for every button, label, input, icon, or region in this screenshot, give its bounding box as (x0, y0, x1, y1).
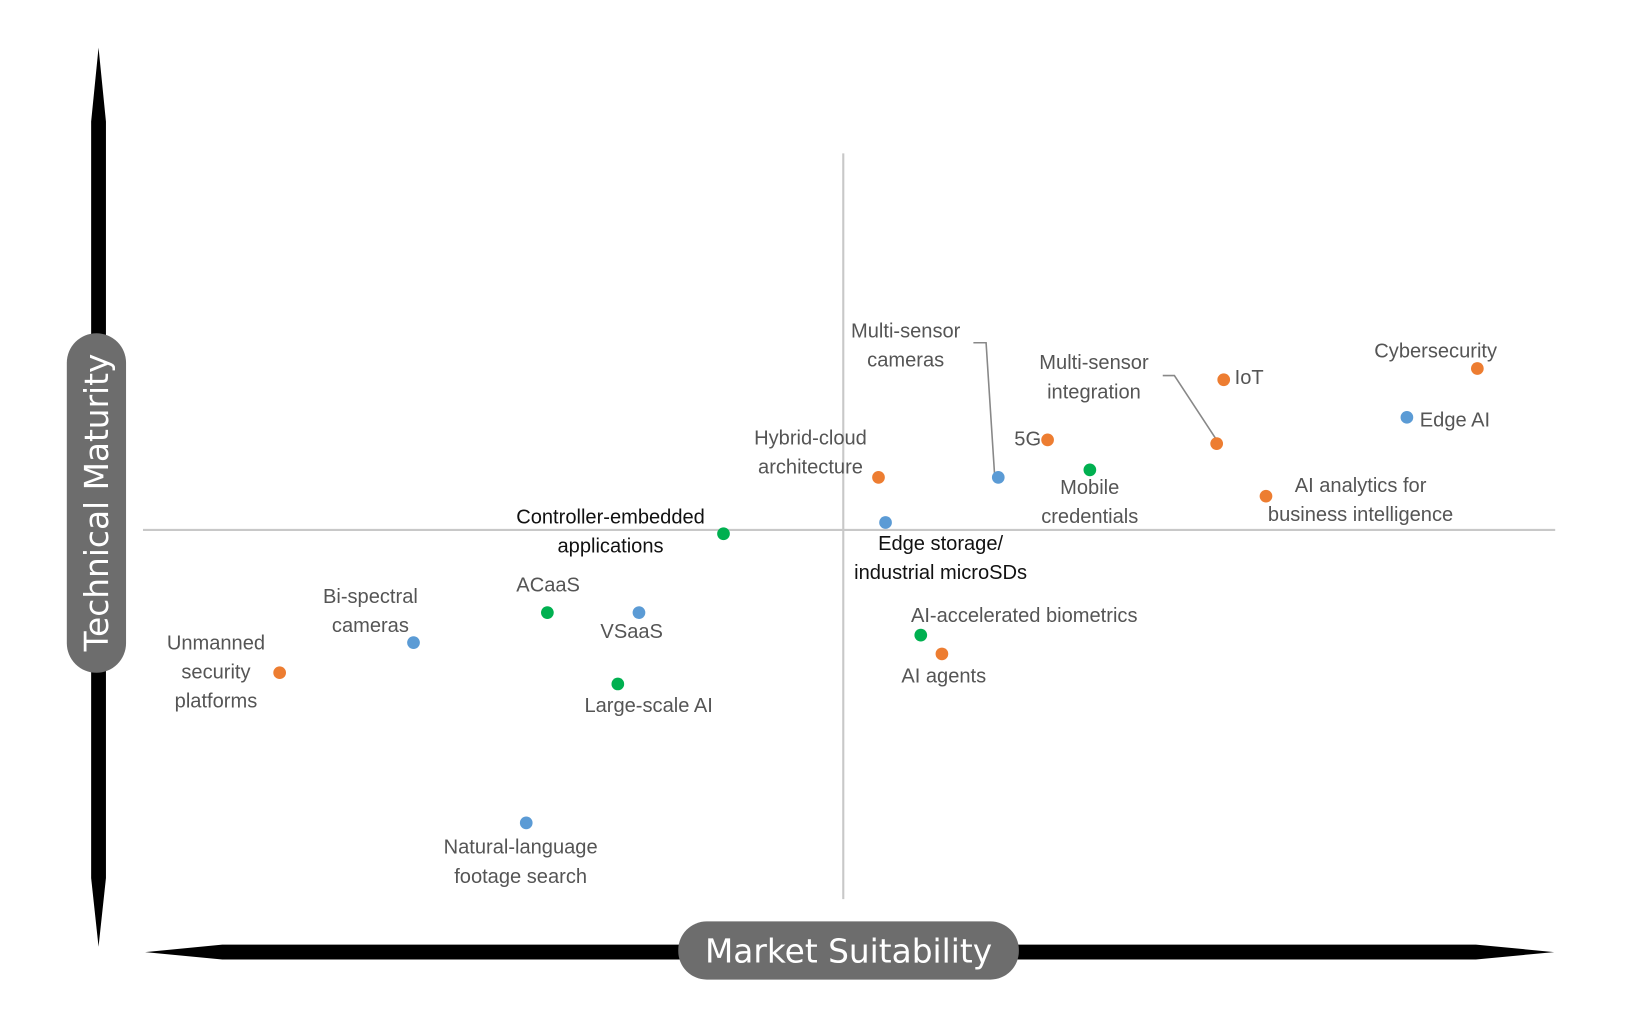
data-label-line: Large-scale AI (584, 695, 712, 717)
data-point (879, 516, 892, 529)
data-label: Edge storage/industrial microSDs (854, 533, 1027, 584)
data-point (717, 527, 730, 541)
data-label: Natural-language footage search (444, 837, 598, 888)
data-label: Cybersecurity (1374, 341, 1497, 363)
data-point (611, 677, 625, 691)
data-label-line: architecture (758, 456, 863, 478)
data-label-line: integration (1047, 381, 1141, 403)
data-point (914, 628, 928, 642)
data-label-line: cameras (332, 615, 409, 637)
data-point (935, 647, 949, 661)
data-label: Unmanned security platforms (167, 633, 265, 713)
data-label-line: Controller-embedded (516, 507, 705, 529)
data-point (872, 471, 885, 484)
data-label: VSaaS (600, 621, 663, 643)
data-label-line: VSaaS (600, 621, 663, 643)
data-label: AI-accelerated biometrics (911, 605, 1138, 627)
data-label-line: platforms (175, 691, 258, 713)
data-label-line: footage search (454, 866, 587, 888)
data-label-line: AI agents (901, 665, 986, 687)
data-point (1217, 373, 1231, 387)
data-label-line: Edge storage/ (878, 533, 1003, 555)
data-label-line: AI-accelerated biometrics (911, 605, 1138, 627)
data-point (1400, 410, 1414, 424)
y-axis-title: Technical Maturity (78, 354, 116, 653)
data-point (1471, 362, 1484, 375)
data-label-line: industrial microSDs (854, 562, 1027, 584)
x-axis-title-pill: Market Suitability (678, 921, 1019, 980)
data-point (1210, 437, 1224, 450)
leader-line-multi-sensor-cameras (973, 341, 996, 474)
data-label-line: Cybersecurity (1374, 341, 1497, 363)
data-label-line: Multi-sensor (1039, 352, 1149, 374)
data-point (1041, 433, 1054, 447)
data-label: AI analytics for business intelligence (1268, 475, 1453, 526)
data-label: Hybrid-cloud architecture (754, 427, 867, 478)
data-point (519, 816, 533, 830)
data-label-line: Unmanned (167, 633, 265, 655)
data-label: Controller-embedded applications (516, 507, 705, 558)
data-label-line: applications (558, 536, 664, 558)
data-label-line: Multi-sensor (851, 320, 961, 342)
data-point (1083, 463, 1097, 477)
data-label-line: cameras (867, 350, 944, 372)
data-label: Bi-spectral cameras (323, 586, 418, 637)
data-label-line: IoT (1235, 367, 1264, 389)
data-label-line: credentials (1041, 506, 1138, 528)
data-point (991, 471, 1005, 484)
data-label: 5G (1014, 428, 1041, 450)
data-label: Large-scale AI (584, 695, 712, 717)
data-label-line: business intelligence (1268, 504, 1453, 526)
data-point (407, 636, 420, 649)
y-axis-title-pill: Technical Maturity (66, 333, 127, 673)
data-label: Edge AI (1420, 409, 1490, 431)
data-label: Multi-sensor cameras (851, 320, 961, 371)
data-label-line: Edge AI (1420, 409, 1490, 431)
data-point (541, 606, 554, 619)
data-label-line: Bi-spectral (323, 586, 418, 608)
data-label-line: 5G (1014, 428, 1041, 450)
data-point (1259, 489, 1273, 503)
x-axis-title: Market Suitability (705, 933, 992, 971)
data-label-line: AI analytics for (1295, 475, 1427, 497)
data-label: IoT (1235, 367, 1264, 389)
data-point (632, 606, 646, 619)
data-label-line: Mobile (1060, 477, 1119, 499)
data-label-line: Natural-language (444, 837, 598, 859)
leader-line-multi-sensor-integration (1162, 374, 1218, 441)
data-label-line: ACaaS (516, 574, 580, 596)
data-label: AI agents (901, 665, 986, 687)
data-label: ACaaS (516, 574, 580, 596)
data-label-line: Hybrid-cloud (754, 427, 867, 449)
data-label-line: security (181, 662, 250, 684)
data-point (273, 666, 286, 680)
data-label: Mobile credentials (1041, 477, 1138, 528)
data-label: Multi-sensor integration (1039, 352, 1149, 403)
